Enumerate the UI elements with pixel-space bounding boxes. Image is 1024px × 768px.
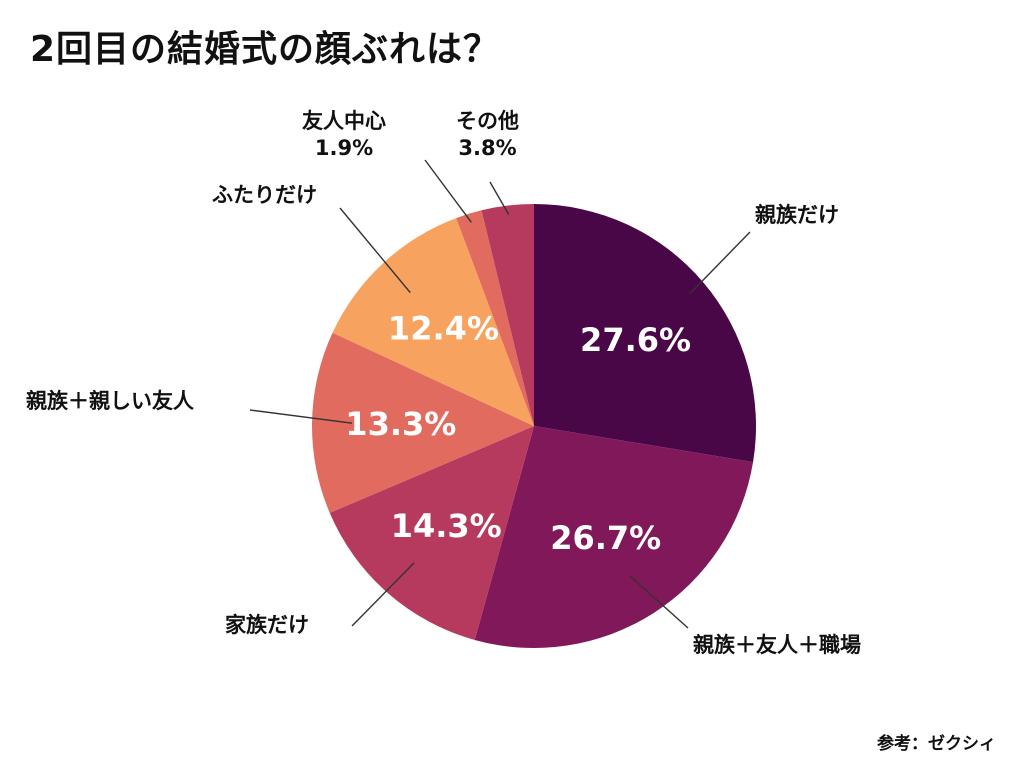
label-futari-dake: ふたりだけ — [212, 183, 317, 207]
pie-slice-sonota — [481, 204, 534, 426]
pie-value-label-kazoku-dake: 14.3% — [391, 507, 502, 545]
label-shinzoku-shitashii-yujin: 親族＋親しい友人 — [26, 389, 194, 413]
leader-line-shinzoku-yujin-shokuba — [629, 575, 689, 629]
label-kazoku-dake: 家族だけ — [225, 613, 309, 637]
label-shinzoku-yujin-shokuba: 親族＋友人＋職場 — [693, 633, 861, 657]
pie-slice-futari-dake — [332, 218, 534, 426]
pie-value-label-shinzoku-yujin-shokuba: 26.7% — [550, 519, 661, 557]
pie-slice-kazoku-dake — [329, 426, 534, 640]
leader-line-sonota — [489, 181, 510, 215]
leader-line-shinzoku-shitashii-yujin — [249, 409, 353, 424]
pie-value-label-shinzoku-shitashii-yujin: 13.3% — [345, 405, 456, 443]
label-sonota: その他 3.8% — [456, 109, 519, 161]
pie-slice-shinzoku-shitashii-yujin — [312, 332, 534, 513]
leader-line-futari-dake — [339, 207, 411, 293]
leader-line-yujin-chushin — [424, 159, 472, 223]
label-shinzoku-dake: 親族だけ — [755, 203, 839, 227]
pie-slice-yujin-chushin — [456, 210, 534, 426]
pie-value-label-shinzoku-dake: 27.6% — [580, 321, 691, 359]
chart-title: 2回目の結婚式の顔ぶれは？ — [30, 29, 501, 70]
label-yujin-chushin: 友人中心 1.9% — [302, 109, 386, 161]
leader-line-kazoku-dake — [351, 562, 415, 627]
pie-slice-shinzoku-dake — [534, 204, 756, 463]
value-sonota: 3.8% — [458, 136, 517, 161]
pie-slice-shinzoku-yujin-shokuba — [474, 426, 754, 648]
value-yujin-chushin: 1.9% — [314, 136, 374, 161]
pie-value-label-futari-dake: 12.4% — [388, 309, 499, 347]
leader-line-shinzoku-dake — [689, 231, 751, 295]
source-note: 参考：ゼクシィ — [877, 734, 996, 754]
